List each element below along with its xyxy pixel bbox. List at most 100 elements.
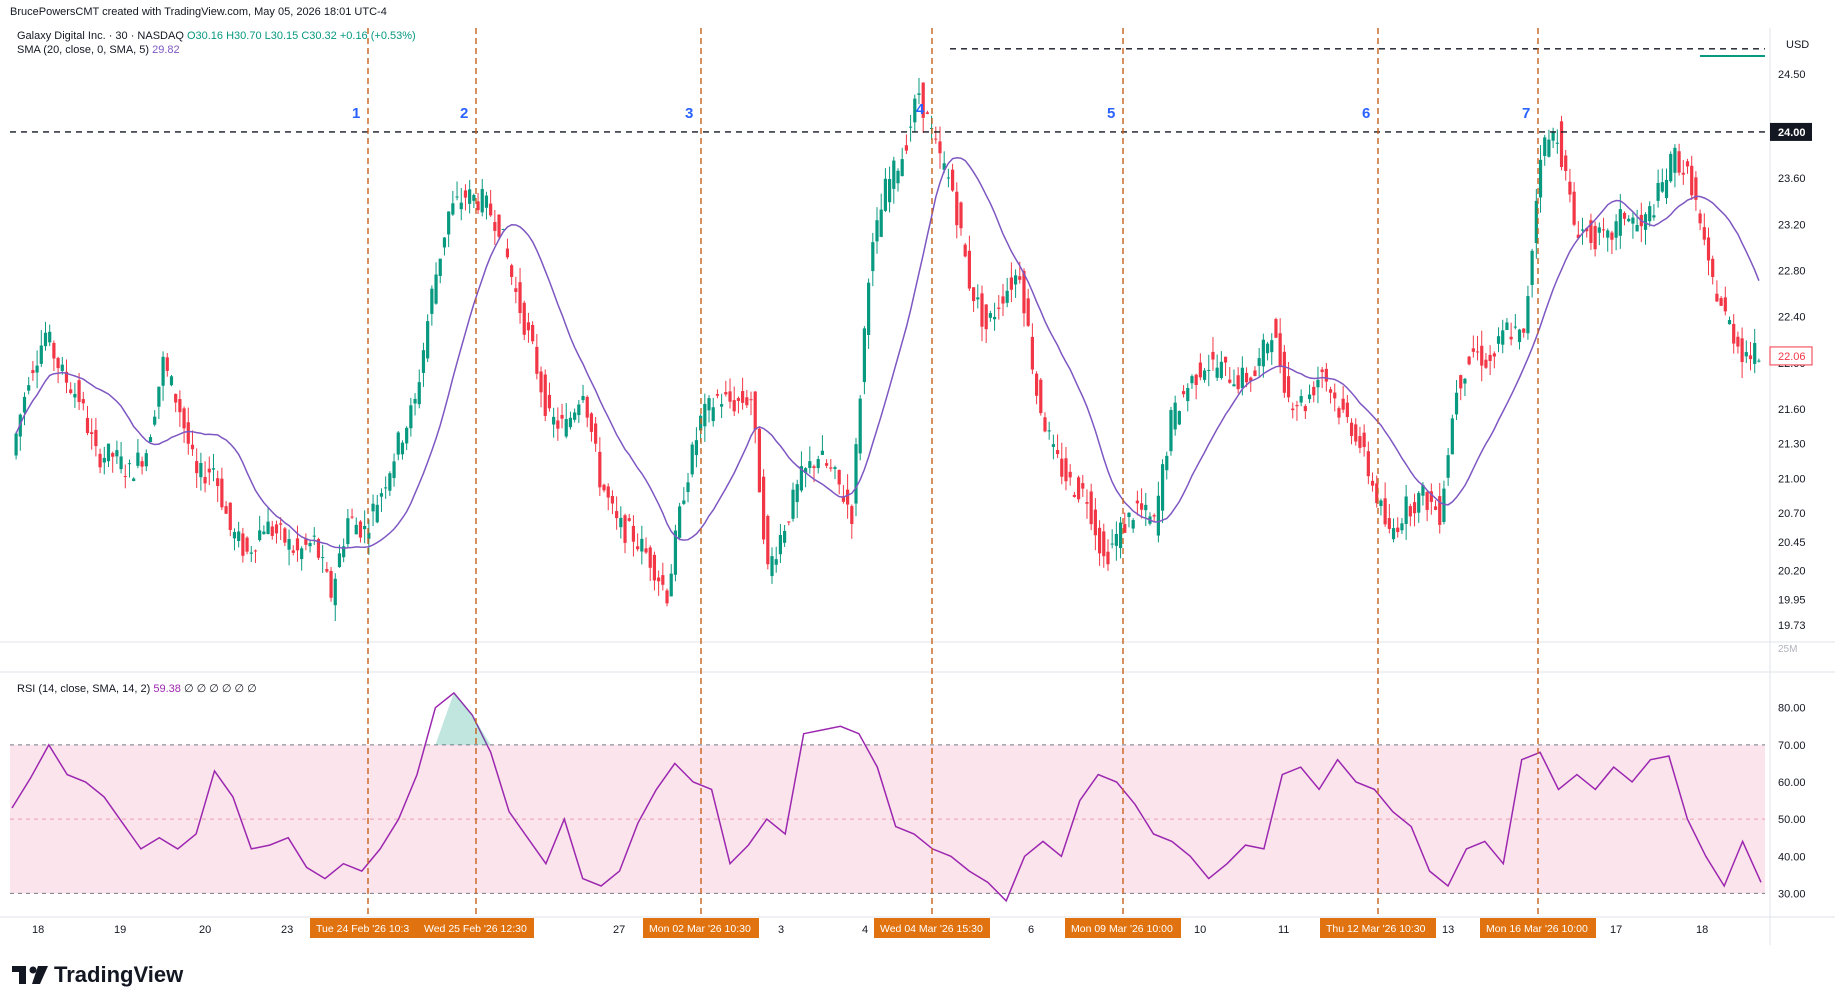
candle-body (1261, 339, 1265, 367)
date-badge-text-4: Wed 04 Mar '26 15:30 (880, 923, 983, 935)
candle-body (1408, 506, 1412, 517)
candle-body (1039, 379, 1043, 414)
candle-body (1488, 354, 1492, 361)
candle-body (950, 169, 955, 191)
candle-body (497, 214, 501, 237)
candle-body (1160, 464, 1165, 511)
candle-body (1072, 494, 1076, 497)
candle-body (585, 396, 589, 418)
candle-body (829, 467, 833, 469)
candle-body (837, 469, 841, 485)
candle-body (1606, 230, 1610, 238)
candle-body (224, 506, 228, 514)
candle-body (132, 478, 136, 481)
time-tick: 3 (778, 924, 784, 936)
candle-body (1627, 218, 1631, 222)
candle-body (1387, 518, 1391, 529)
candle-body (1110, 543, 1114, 545)
candle-body (476, 201, 480, 211)
time-tick: 20 (199, 924, 211, 936)
candle-body (631, 525, 636, 542)
candle-body (1652, 215, 1656, 218)
candle-body (90, 432, 94, 435)
candle-body (547, 394, 552, 409)
candle-body (1337, 408, 1341, 418)
time-tick: 13 (1442, 924, 1454, 936)
tradingview-logo[interactable]: TradingView (12, 962, 183, 988)
candle-body (1467, 356, 1471, 365)
candle-body (1043, 417, 1047, 432)
candle-body (480, 189, 484, 213)
candle-body (438, 258, 442, 276)
candle-body (1589, 220, 1593, 243)
candle-body (321, 557, 325, 559)
sma-legend[interactable]: SMA (20, close, 0, SMA, 5) 29.82 (17, 44, 180, 56)
chart-canvas[interactable]: 1 Tue 24 Feb '26 10:3 2 Wed 25 Feb '26 12:3… (0, 0, 1835, 945)
candle-body (934, 138, 938, 140)
candle-body (846, 489, 850, 505)
candle-body (1249, 377, 1253, 382)
date-badge-7 (1480, 918, 1596, 938)
candle-body (724, 392, 728, 395)
candle-body (375, 504, 379, 523)
candle-body (1198, 362, 1202, 378)
candle-body (1551, 131, 1555, 141)
candle-body (539, 371, 543, 393)
candle-body (1169, 410, 1173, 452)
candle-body (690, 444, 694, 475)
candle-body (31, 370, 35, 373)
candle-body (111, 453, 115, 457)
candle-body (577, 404, 581, 416)
rsi-legend[interactable]: RSI (14, close, SMA, 14, 2) 59.38 ∅ ∅ ∅ … (17, 682, 257, 695)
candle-body (505, 248, 510, 258)
candle-body (535, 346, 539, 374)
candle-body (1228, 379, 1232, 383)
rsi-tick: 80.00 (1778, 703, 1806, 715)
candle-body (1354, 424, 1358, 442)
candle-body (400, 442, 405, 455)
candle-body (48, 331, 52, 343)
candle-body (1660, 182, 1664, 192)
candle-body (1278, 333, 1282, 368)
candle-body (1501, 330, 1505, 345)
candle-body (1106, 551, 1110, 565)
candle-body (1118, 522, 1123, 549)
candle-body (249, 552, 253, 554)
candle-body (640, 538, 644, 552)
candle-body (1698, 213, 1702, 224)
candle-body (195, 461, 199, 474)
rsi-tick: 30.00 (1778, 888, 1806, 900)
candle-body (778, 534, 783, 555)
candle-body (1202, 370, 1207, 380)
candle-body (879, 209, 883, 237)
candle-body (98, 453, 102, 468)
candle-body (1723, 297, 1727, 312)
candle-body (1715, 293, 1719, 302)
candle-body (657, 577, 661, 582)
candle-body (333, 578, 337, 606)
candle-body (1391, 528, 1396, 540)
candle-body (35, 365, 39, 373)
time-tick: 18 (1696, 924, 1708, 936)
candle-body (228, 502, 232, 530)
candle-body (1253, 370, 1257, 377)
candle-body (1404, 496, 1408, 524)
candle-body (279, 523, 283, 525)
candle-body (1412, 502, 1417, 514)
candle-body (850, 506, 854, 524)
candle-body (304, 538, 308, 545)
candle-body (917, 93, 921, 95)
candle-body (573, 412, 577, 420)
candle-body (581, 396, 585, 401)
candle-body (1685, 161, 1690, 167)
symbol-legend[interactable]: Galaxy Digital Inc. · 30 · NASDAQ O30.16… (17, 30, 416, 42)
candle-body (119, 456, 123, 470)
price-tick: 23.20 (1778, 219, 1806, 231)
candle-body (287, 539, 291, 550)
candle-body (992, 316, 997, 320)
candle-body (867, 282, 871, 335)
candle-body (967, 250, 971, 289)
candle-body (1564, 155, 1568, 171)
time-tick: 18 (32, 924, 44, 936)
candle-body (484, 195, 489, 208)
